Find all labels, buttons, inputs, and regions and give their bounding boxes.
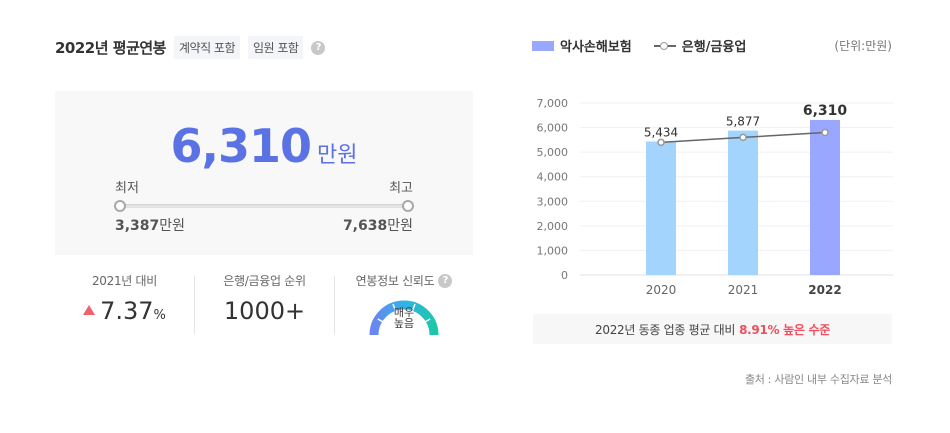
yoy-value: 7.37 xyxy=(100,297,154,325)
max-marker xyxy=(402,200,414,212)
gauge-arc-icon xyxy=(369,300,439,336)
industry-comparison: 2022년 동종 업종 평균 대비 8.91% 높은 수준 xyxy=(533,314,892,344)
salary-header: 2022년 평균연봉 계약직 포함 임원 포함 ? xyxy=(55,36,326,59)
max-salary: 7,638만원 xyxy=(343,215,413,235)
y-tick-label: 0 xyxy=(561,269,568,282)
average-salary-unit: 만원 xyxy=(317,143,358,168)
stats-row: 2021년 대비 7.37% 은행/금융업 순위 1000+ 연봉정보 신뢰도? xyxy=(55,272,473,336)
y-tick-label: 7,000 xyxy=(537,97,569,110)
reliability-caption-row: 연봉정보 신뢰도? xyxy=(335,272,473,289)
line-point[interactable] xyxy=(739,133,747,142)
min-salary-unit: 만원 xyxy=(159,218,186,234)
x-tick-label: 2021 xyxy=(728,283,759,297)
salary-chart: 0 1,000 2,000 3,000 4,000 5,000 6,000 7,000 5,43… xyxy=(537,97,893,297)
bar-value-label: 5,877 xyxy=(726,115,760,129)
y-tick-label: 5,000 xyxy=(537,146,569,159)
gauge-label-line2: 높음 xyxy=(393,317,415,330)
max-label: 최고 xyxy=(389,181,413,196)
page-title: 2022년 평균연봉 xyxy=(55,39,166,57)
comparison-highlight: 8.91% 높은 수준 xyxy=(739,322,830,337)
source-note: 출처 : 사람인 내부 수집자료 분석 xyxy=(744,373,892,386)
rank-caption: 은행/금융업 순위 xyxy=(223,274,306,288)
question-circle-icon[interactable]: ? xyxy=(438,273,453,288)
legend-series1: 악사손해보험 xyxy=(560,40,632,55)
min-marker xyxy=(114,200,126,212)
unit-label: (단위:만원) xyxy=(834,39,892,53)
min-label: 최저 xyxy=(115,181,139,196)
y-tick-label: 3,000 xyxy=(537,195,569,208)
stat-reliability: 연봉정보 신뢰도? 매우 높음 xyxy=(335,272,473,336)
bar-2022[interactable] xyxy=(810,119,840,275)
bar-legend-swatch-icon xyxy=(532,40,554,51)
line-legend-marker-icon xyxy=(653,41,676,51)
bar-value-label: 6,310 xyxy=(803,103,848,119)
line-point[interactable] xyxy=(657,138,665,147)
legend-series2: 은행/금융업 xyxy=(681,40,747,55)
gauge-label-line1: 매우 xyxy=(393,306,415,319)
average-salary-value: 6,310 xyxy=(170,119,313,173)
y-tick-label: 4,000 xyxy=(537,171,569,184)
bar-2020[interactable] xyxy=(646,141,676,275)
tag-executive: 임원 포함 xyxy=(248,36,304,59)
y-tick-label: 1,000 xyxy=(537,244,569,257)
max-salary-unit: 만원 xyxy=(387,218,413,234)
salary-range-bar xyxy=(117,204,411,208)
bar-2021[interactable] xyxy=(728,130,758,275)
min-salary-value: 3,387 xyxy=(115,218,160,234)
reliability-gauge: 매우 높음 xyxy=(368,295,440,336)
x-tick-label: 2022 xyxy=(808,283,841,297)
average-salary: 6,310 만원 xyxy=(55,119,473,173)
yoy-value-wrap: 7.37% xyxy=(55,297,194,325)
rank-value: 1000+ xyxy=(223,297,306,325)
yoy-suffix: % xyxy=(153,308,166,323)
line-point[interactable] xyxy=(821,128,829,137)
tag-contract: 계약직 포함 xyxy=(173,36,240,59)
stat-yoy: 2021년 대비 7.37% xyxy=(55,272,194,334)
triangle-up-icon xyxy=(83,305,96,315)
chart-legend: 악사손해보험 은행/금융업 xyxy=(532,36,746,55)
question-circle-icon[interactable]: ? xyxy=(311,40,326,55)
max-salary-value: 7,638 xyxy=(342,218,388,234)
min-salary: 3,387만원 xyxy=(115,215,185,235)
gauge-label: 매우 높음 xyxy=(368,307,440,329)
bar-value-label: 5,434 xyxy=(644,125,678,139)
reliability-caption: 연봉정보 신뢰도 xyxy=(355,274,435,288)
average-salary-panel: 6,310 만원 최저 최고 3,387만원 7,638만원 xyxy=(55,91,473,255)
yoy-caption: 2021년 대비 xyxy=(91,274,158,288)
stat-rank: 은행/금융업 순위 1000+ xyxy=(195,272,334,334)
comparison-text: 2022년 동종 업종 평균 대비 xyxy=(595,322,736,337)
divider xyxy=(334,276,335,334)
y-tick-label: 2,000 xyxy=(537,220,569,233)
y-tick-label: 6,000 xyxy=(537,122,569,135)
divider xyxy=(194,276,195,334)
x-tick-label: 2020 xyxy=(646,283,677,297)
